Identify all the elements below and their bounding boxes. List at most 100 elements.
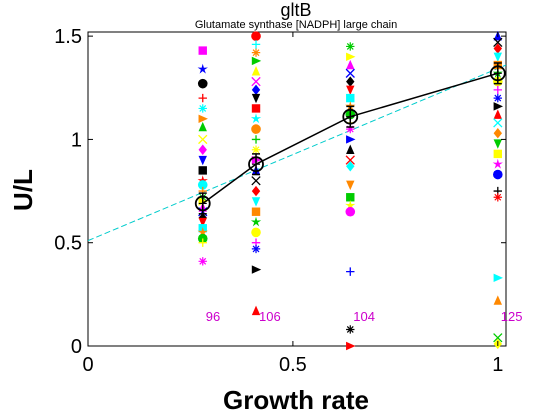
scatter-point bbox=[251, 31, 261, 41]
scatter-point bbox=[493, 295, 503, 305]
fit-line-layer bbox=[87, 64, 507, 242]
scatter-point bbox=[198, 257, 207, 266]
x-tick-label: 0 bbox=[82, 354, 93, 376]
scatter-point bbox=[251, 197, 261, 207]
mean-point bbox=[248, 156, 264, 173]
scatter-point bbox=[198, 114, 208, 123]
count-label: 106 bbox=[259, 309, 281, 324]
y-tick-label: 1.5 bbox=[54, 26, 82, 48]
scatter-point bbox=[251, 244, 261, 254]
scatter-point bbox=[493, 118, 503, 128]
scatter-point bbox=[346, 193, 355, 202]
scatter-point bbox=[346, 144, 355, 154]
scatter-point bbox=[493, 169, 503, 180]
axis-ticks: 0 0.5 1 0 0.5 1 1.5 bbox=[54, 26, 506, 376]
scatter-point bbox=[346, 59, 355, 70]
mean-point-cross bbox=[198, 199, 207, 208]
y-tick-label: 1 bbox=[71, 129, 82, 151]
mean-line-layer bbox=[194, 62, 506, 215]
scatter-point bbox=[493, 128, 503, 139]
scatter-point bbox=[251, 76, 261, 87]
scatter-point bbox=[198, 144, 207, 155]
mean-point bbox=[194, 195, 211, 212]
scatter-point bbox=[198, 155, 207, 166]
plot-area bbox=[87, 31, 507, 347]
scatter-point bbox=[251, 265, 262, 274]
scatter-point bbox=[251, 124, 261, 134]
scatter-point bbox=[493, 102, 504, 111]
scatter-point bbox=[250, 216, 262, 227]
x-axis-label: Growth rate bbox=[223, 385, 369, 415]
scatter-point bbox=[346, 180, 355, 191]
scatter-point bbox=[251, 40, 261, 49]
scatter-point bbox=[493, 109, 503, 119]
scatter-point bbox=[251, 207, 261, 216]
scatter-point bbox=[250, 113, 262, 124]
mean-point-cross bbox=[493, 69, 502, 78]
scatter-point bbox=[251, 227, 261, 238]
scatter-point bbox=[197, 180, 208, 190]
scatter-point bbox=[493, 149, 503, 159]
scatter-point bbox=[198, 166, 207, 175]
scatter-point bbox=[198, 134, 208, 145]
mean-point bbox=[342, 108, 359, 125]
scatter-point bbox=[345, 200, 356, 210]
scatter-point bbox=[251, 66, 261, 76]
scatter-point bbox=[197, 63, 208, 74]
scatter-point bbox=[346, 85, 355, 96]
scatter-point bbox=[198, 238, 207, 247]
scatter-point bbox=[346, 124, 355, 134]
scatter-point bbox=[346, 267, 355, 276]
scatter-point bbox=[198, 121, 207, 132]
scatter-point bbox=[346, 42, 355, 51]
scatter-point bbox=[346, 135, 356, 144]
mean-point bbox=[489, 65, 506, 82]
count-label: 104 bbox=[353, 309, 375, 324]
mean-line bbox=[202, 72, 499, 205]
fit-line bbox=[87, 64, 507, 242]
chart-title: gltB bbox=[280, 0, 311, 20]
x-tick-label: 0.5 bbox=[279, 354, 307, 376]
y-tick-label: 0.5 bbox=[54, 233, 82, 255]
chart-subtitle: Glutamate synthase [NADPH] large chain bbox=[195, 19, 397, 31]
scatter-point bbox=[346, 76, 355, 87]
scatter-point bbox=[197, 227, 208, 237]
scatter-point bbox=[198, 93, 207, 103]
scatter-point bbox=[251, 135, 261, 144]
scatter-point bbox=[493, 43, 503, 54]
scatter-point bbox=[197, 78, 208, 89]
scatter-point bbox=[251, 305, 261, 316]
scatter-point bbox=[251, 84, 261, 96]
scatter-point bbox=[346, 341, 356, 351]
scatter-point bbox=[198, 104, 207, 113]
scatter-point bbox=[493, 85, 503, 95]
scatter-point bbox=[251, 104, 261, 113]
scatter-point bbox=[251, 56, 262, 66]
scatter-point bbox=[251, 185, 261, 197]
scatter-point bbox=[493, 139, 503, 149]
scatter-point bbox=[493, 37, 503, 47]
scatter-point bbox=[493, 93, 503, 103]
scatter-point bbox=[346, 325, 355, 334]
scatter-point bbox=[198, 217, 207, 228]
scatter-point bbox=[493, 273, 504, 283]
scatter-point bbox=[251, 176, 261, 186]
scatter-point bbox=[198, 46, 207, 55]
count-labels: 96 106 104 125 bbox=[206, 309, 523, 324]
scatter-point bbox=[251, 145, 261, 154]
count-label: 96 bbox=[206, 309, 220, 324]
y-tick-label: 0 bbox=[71, 336, 82, 358]
scatter-point bbox=[345, 68, 355, 78]
scatter-point bbox=[493, 52, 503, 62]
scatter-point bbox=[346, 52, 356, 61]
scatter-point bbox=[251, 48, 261, 57]
scatter-point bbox=[345, 155, 355, 165]
scatter-point bbox=[346, 161, 355, 172]
mean-point-cross bbox=[346, 112, 355, 121]
y-axis-label: U/L bbox=[8, 169, 38, 211]
scatter-point bbox=[251, 93, 261, 104]
scatter-point bbox=[346, 93, 355, 103]
scatter-point bbox=[493, 333, 503, 343]
x-tick-label: 1 bbox=[492, 354, 503, 376]
